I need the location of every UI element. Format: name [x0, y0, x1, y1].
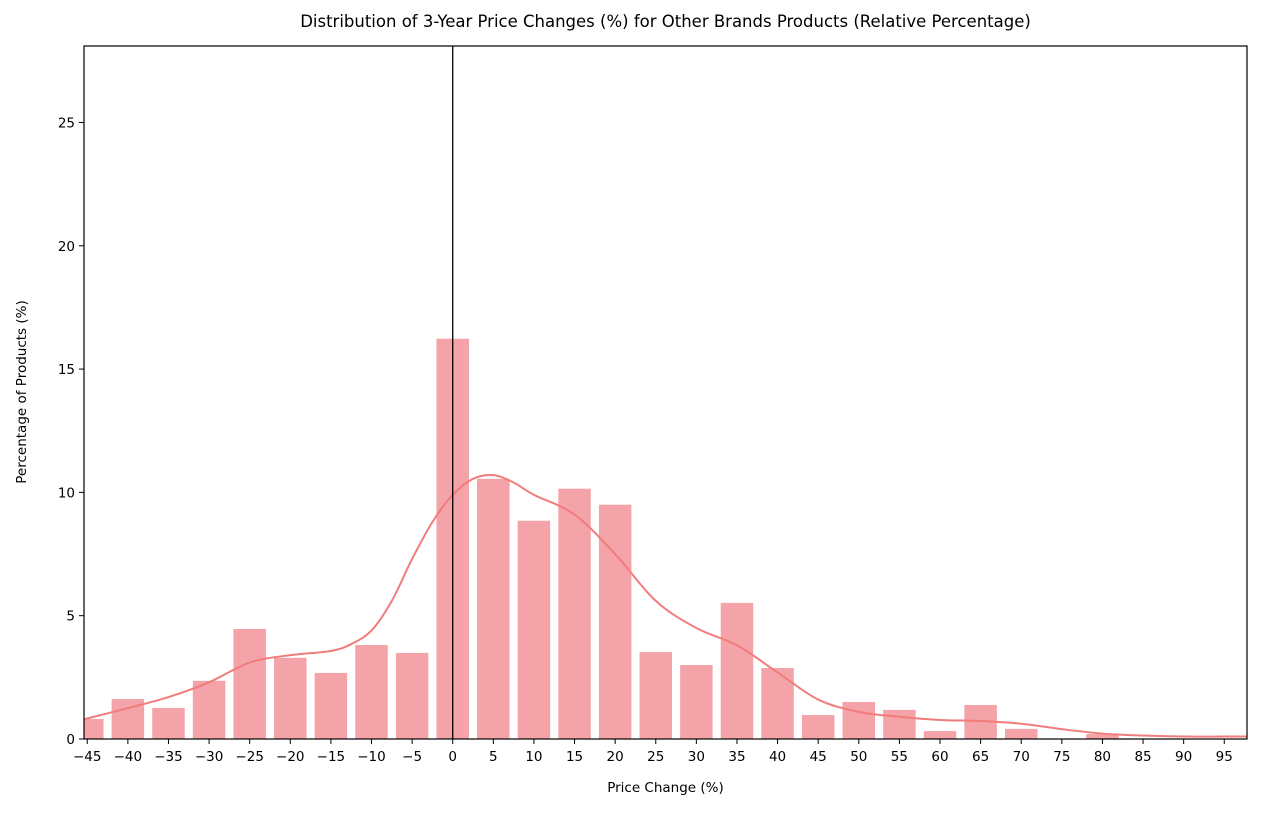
histogram-bar [477, 478, 510, 739]
histogram-bar [720, 602, 754, 739]
histogram-bar [1086, 734, 1119, 739]
y-tick-label: 20 [58, 239, 75, 255]
y-tick-label: 5 [66, 609, 75, 625]
histogram-bar [152, 707, 185, 739]
histogram-bar [923, 731, 957, 739]
x-tick-label: 30 [688, 749, 705, 765]
y-axis-ticks: 0 5 10 15 20 25 [58, 115, 84, 748]
histogram-bar [558, 488, 591, 739]
x-tick-label: −20 [276, 749, 305, 765]
x-tick-label: 65 [972, 749, 989, 765]
y-tick-label: 10 [58, 485, 75, 501]
x-tick-label: 10 [525, 749, 542, 765]
x-tick-label: 25 [647, 749, 664, 765]
x-axis-ticks: −45 −40 −35 −30 −25 −20 −15 −10 −5 0 5 10 15 20 25 30 35… [73, 739, 1233, 765]
histogram-bar [192, 680, 226, 739]
x-tick-label: −30 [195, 749, 224, 765]
x-tick-label: 85 [1134, 749, 1151, 765]
histogram-bar [598, 504, 632, 739]
histogram-bar [517, 520, 551, 739]
x-tick-label: 35 [728, 749, 745, 765]
x-tick-label: −25 [235, 749, 264, 765]
histogram-bar [274, 657, 307, 739]
histogram-bar [761, 667, 794, 739]
axes-frame [83, 45, 1248, 740]
x-tick-label: 75 [1053, 749, 1070, 765]
x-tick-label: 20 [607, 749, 624, 765]
histogram-bar [1004, 728, 1038, 739]
x-tick-label: 80 [1094, 749, 1111, 765]
histogram-bar [680, 665, 713, 739]
x-tick-label: 70 [1013, 749, 1030, 765]
histogram-bar [355, 645, 388, 739]
histogram-bar [395, 652, 429, 739]
y-tick-label: 15 [58, 362, 75, 378]
x-tick-label: 95 [1216, 749, 1233, 765]
x-tick-label: 50 [850, 749, 867, 765]
x-tick-label: −15 [317, 749, 346, 765]
x-tick-label: −5 [402, 749, 422, 765]
x-tick-label: 0 [448, 749, 457, 765]
histogram-bar [883, 709, 916, 739]
kde-curve [83, 473, 1247, 738]
x-tick-label: 45 [810, 749, 827, 765]
histogram-bar [639, 651, 672, 739]
y-tick-label: 25 [58, 115, 75, 131]
y-tick-label: 0 [66, 732, 75, 748]
x-tick-label: 5 [489, 749, 498, 765]
x-tick-label: −10 [357, 749, 386, 765]
x-tick-label: 90 [1175, 749, 1192, 765]
histogram-bar [233, 629, 266, 739]
histogram-bar [314, 672, 348, 739]
histogram-bar [801, 715, 835, 739]
x-tick-label: −40 [114, 749, 143, 765]
x-tick-label: 40 [769, 749, 786, 765]
x-tick-label: −45 [73, 749, 102, 765]
chart-title: Distribution of 3-Year Price Changes (%)… [300, 12, 1031, 31]
x-tick-label: 15 [566, 749, 583, 765]
x-tick-label: −35 [154, 749, 183, 765]
histogram-bar [842, 702, 876, 739]
x-tick-label: 60 [931, 749, 948, 765]
x-axis-label: Price Change (%) [607, 780, 724, 796]
histogram-bar [84, 719, 104, 739]
x-tick-label: 55 [891, 749, 908, 765]
